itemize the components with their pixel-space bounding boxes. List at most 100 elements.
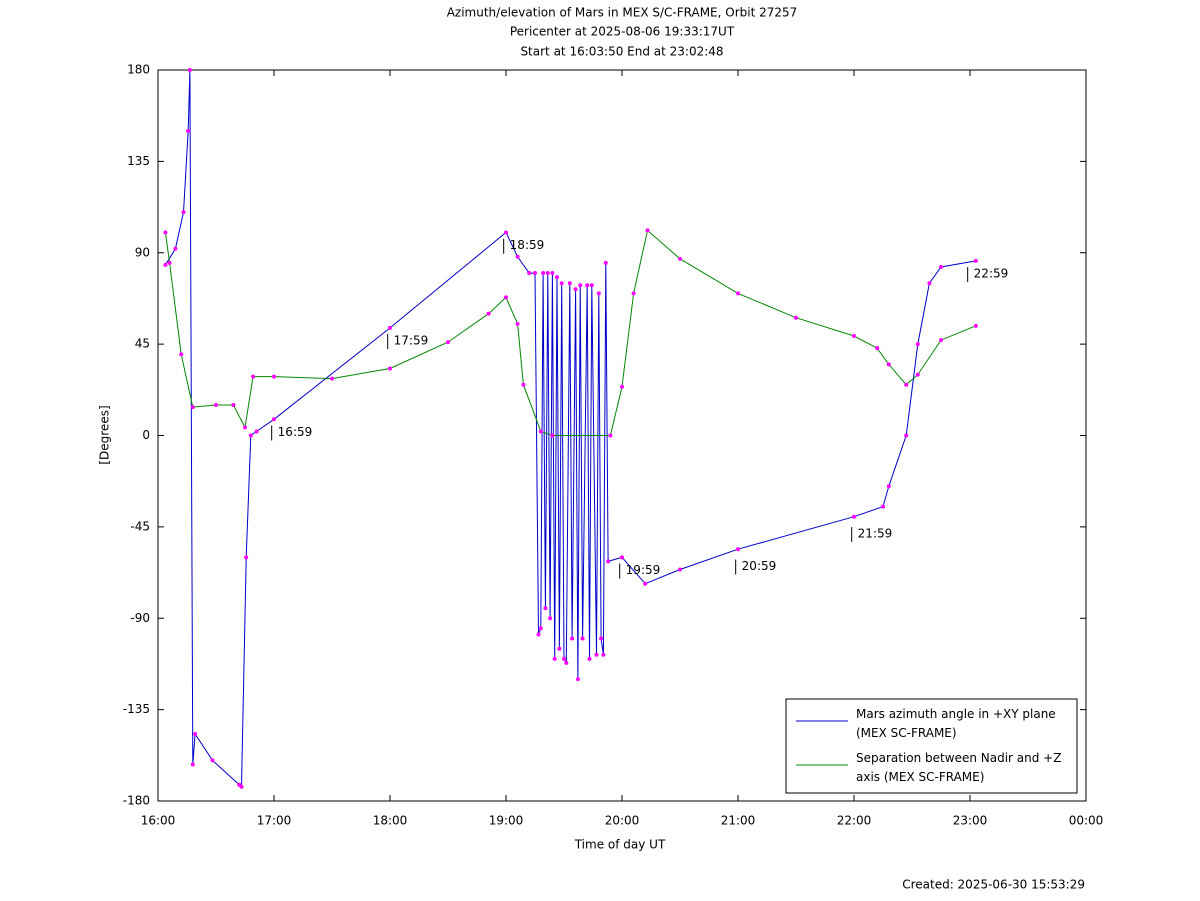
data-point	[251, 374, 256, 379]
x-tick-label: 19:00	[489, 814, 524, 828]
data-point	[527, 271, 532, 276]
data-point	[886, 484, 891, 489]
data-point	[620, 555, 624, 560]
data-point	[504, 230, 508, 235]
x-tick-label: 23:00	[953, 814, 988, 828]
data-point	[214, 403, 218, 408]
data-point	[904, 433, 909, 438]
data-point	[852, 514, 856, 519]
annotation: 20:59	[742, 559, 777, 573]
data-point	[678, 567, 682, 572]
data-point	[973, 323, 978, 328]
data-point	[504, 295, 508, 300]
data-point	[927, 281, 932, 286]
data-point	[388, 366, 392, 371]
data-point	[330, 376, 334, 381]
data-point	[446, 340, 450, 345]
data-point	[608, 433, 613, 438]
data-point	[515, 254, 520, 259]
data-point	[589, 283, 594, 288]
legend-entry: Mars azimuth angle in +XY plane (MEX SC-…	[856, 707, 1056, 740]
series-line	[164, 229, 976, 436]
data-point	[585, 283, 590, 288]
annotation: 17:59	[394, 334, 429, 348]
legend-box	[785, 698, 1078, 794]
y-tick-label: -135	[123, 702, 150, 716]
x-tick-label: 21:00	[721, 814, 756, 828]
data-point	[562, 656, 566, 661]
data-point	[973, 258, 978, 263]
data-point	[173, 246, 178, 251]
data-point	[601, 652, 606, 657]
data-point	[193, 731, 198, 736]
data-point	[538, 429, 543, 434]
data-point	[186, 128, 191, 133]
data-point	[272, 417, 276, 422]
data-point	[550, 271, 555, 276]
data-point	[190, 405, 195, 410]
data-point	[645, 228, 650, 233]
data-point	[594, 652, 599, 657]
data-point	[881, 504, 885, 509]
data-point	[939, 264, 943, 269]
data-point	[886, 362, 891, 367]
data-point	[580, 636, 585, 641]
legend-label: Mars azimuth angle in +XY plane (MEX SC-…	[856, 707, 1056, 740]
data-point	[254, 429, 259, 434]
x-tick-label: 16:00	[141, 814, 176, 828]
x-axis-label: Time of day UT	[574, 838, 666, 852]
data-point	[552, 656, 557, 661]
chart-subtitle: Pericenter at 2025-08-06 19:33:17UT	[510, 25, 735, 39]
data-point	[596, 291, 601, 296]
data-point	[620, 384, 624, 389]
data-point	[643, 581, 648, 586]
data-point	[167, 260, 172, 265]
data-point	[575, 677, 580, 682]
data-point	[190, 762, 195, 767]
data-point	[570, 636, 575, 641]
x-tick-label: 00:00	[1069, 814, 1104, 828]
data-point	[573, 287, 578, 292]
y-tick-label: -90	[130, 611, 150, 625]
data-point	[564, 660, 569, 665]
data-point	[187, 68, 192, 72]
data-point	[521, 382, 526, 387]
data-point	[545, 271, 550, 276]
y-tick-label: -45	[130, 519, 150, 533]
data-point	[915, 342, 920, 347]
y-axis-label: [Degrees]	[98, 405, 112, 464]
data-point	[538, 626, 543, 631]
y-tick-label: 90	[135, 245, 150, 259]
y-tick-label: 180	[127, 63, 150, 77]
data-point	[243, 425, 247, 430]
data-point	[163, 262, 168, 267]
data-point	[567, 281, 572, 286]
data-point	[244, 555, 249, 560]
legend-entry: Separation between Nadir and +Z axis (ME…	[856, 751, 1061, 784]
data-point	[181, 210, 186, 215]
data-point	[272, 374, 276, 379]
data-point	[875, 346, 880, 351]
data-point	[548, 616, 553, 621]
data-point	[179, 352, 184, 357]
data-point	[486, 311, 491, 316]
data-point	[550, 433, 555, 438]
annotation: 22:59	[974, 267, 1009, 281]
data-point	[541, 271, 546, 276]
data-point	[578, 283, 583, 288]
data-point	[631, 291, 636, 296]
y-tick-label: 45	[135, 337, 150, 351]
data-point	[904, 382, 909, 387]
data-point	[248, 433, 253, 438]
chart-title: Azimuth/elevation of Mars in MEX S/C-FRA…	[447, 6, 798, 20]
x-tick-label: 20:00	[605, 814, 640, 828]
data-point	[939, 338, 943, 343]
data-point	[736, 547, 740, 552]
x-tick-label: 17:00	[257, 814, 292, 828]
data-point	[794, 315, 798, 320]
data-point	[852, 334, 856, 339]
data-point	[603, 260, 608, 265]
data-point	[678, 256, 682, 261]
data-point	[231, 403, 236, 408]
